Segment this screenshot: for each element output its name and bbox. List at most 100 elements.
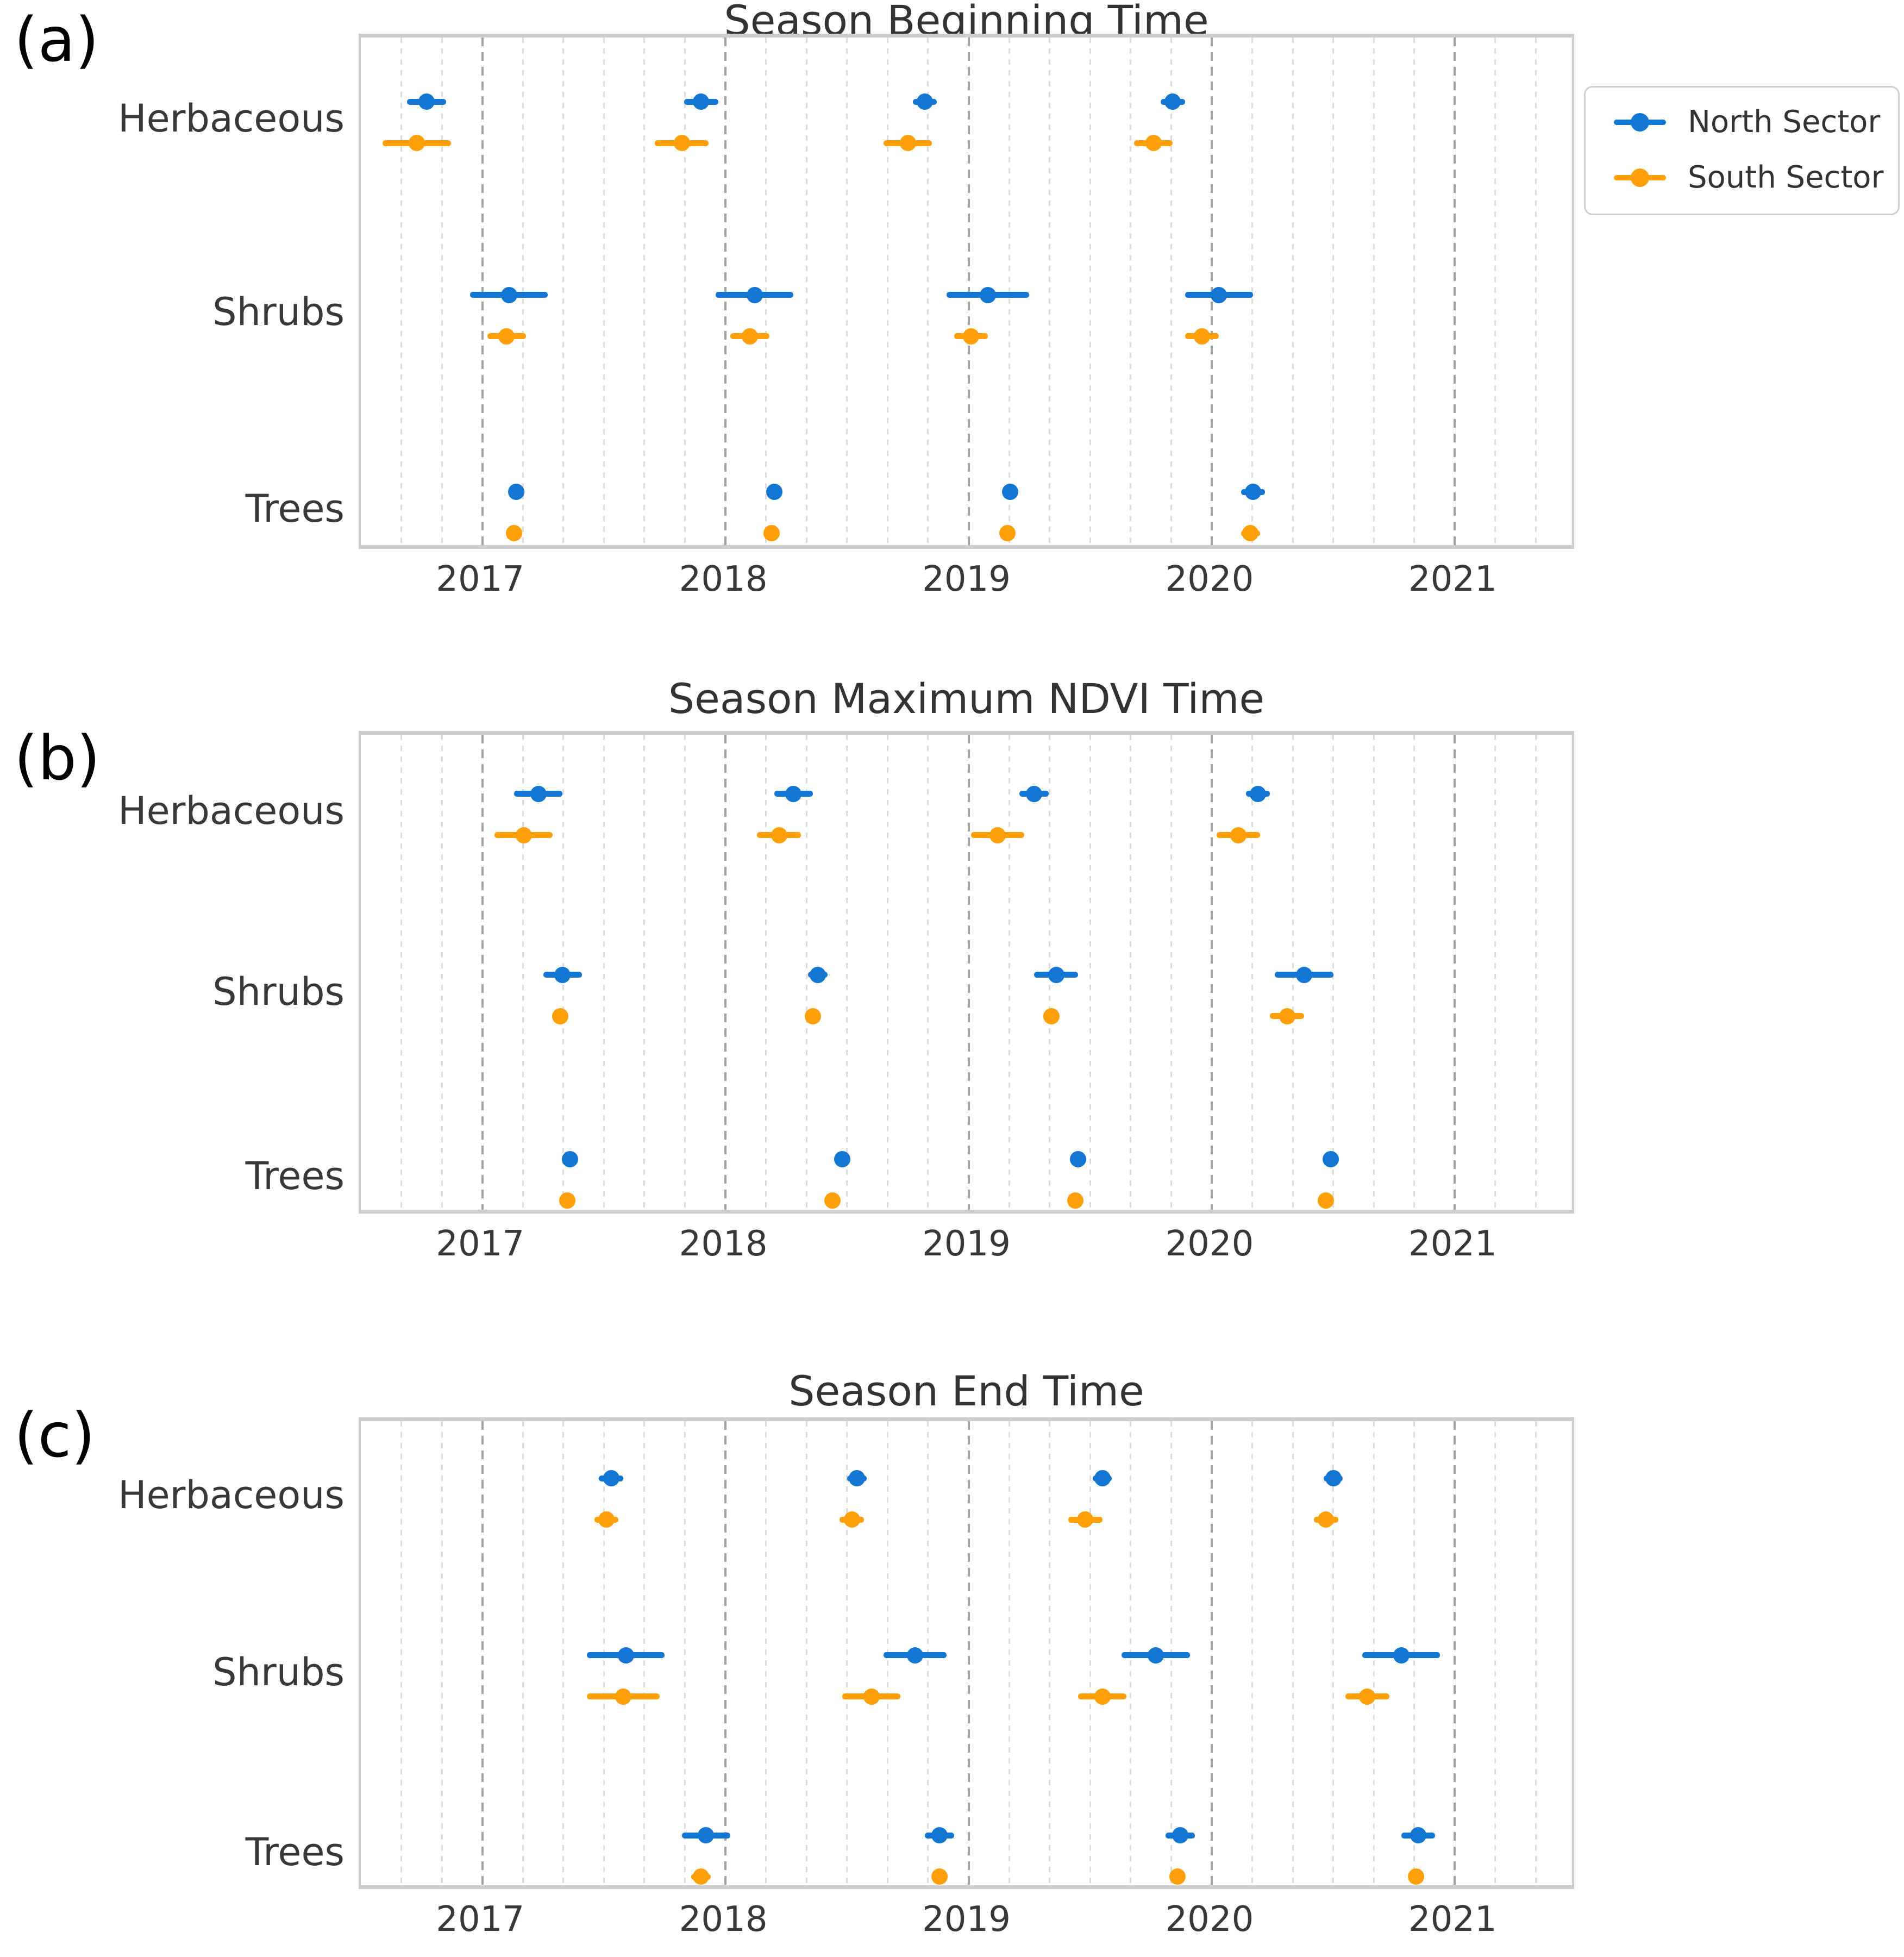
- minor-gridline: [1130, 37, 1132, 545]
- minor-gridline: [1251, 735, 1253, 1210]
- errorbar-marker-icon: [1614, 111, 1666, 133]
- south-marker: [1145, 135, 1162, 152]
- x-tick-label: 2017: [436, 1224, 525, 1264]
- y-category-label: Herbaceous: [117, 788, 345, 833]
- south-marker: [1230, 827, 1247, 843]
- minor-gridline: [927, 37, 929, 545]
- y-category-label: Trees: [245, 1153, 345, 1198]
- minor-gridline: [522, 37, 524, 545]
- north-marker: [1393, 1647, 1410, 1664]
- plot-area: [359, 1417, 1574, 1889]
- north-marker: [1325, 1470, 1342, 1487]
- x-tick-label: 2021: [1408, 559, 1497, 599]
- north-marker: [1001, 484, 1018, 501]
- minor-gridline: [846, 1421, 848, 1885]
- panel-letter-a: (a): [14, 5, 99, 76]
- north-marker: [508, 484, 525, 501]
- legend-entry: South Sector: [1586, 151, 1898, 205]
- minor-gridline: [400, 1421, 403, 1885]
- minor-gridline: [1494, 1421, 1496, 1885]
- minor-gridline: [441, 735, 443, 1210]
- south-marker: [1194, 328, 1210, 345]
- south-marker: [552, 1008, 568, 1024]
- year-gridline: [967, 37, 970, 545]
- year-gridline: [1454, 1421, 1456, 1885]
- south-marker: [408, 135, 425, 152]
- south-marker: [1094, 1688, 1111, 1705]
- minor-gridline: [805, 735, 807, 1210]
- north-marker: [1244, 484, 1261, 501]
- north-marker: [810, 966, 826, 983]
- year-gridline: [967, 735, 970, 1210]
- south-marker: [763, 525, 780, 542]
- minor-gridline: [846, 37, 848, 545]
- north-marker: [554, 966, 571, 983]
- year-gridline: [724, 1421, 727, 1885]
- minor-gridline: [1008, 735, 1010, 1210]
- south-marker: [771, 827, 787, 843]
- plot-area: [359, 731, 1574, 1214]
- x-tick-label: 2017: [436, 1899, 525, 1940]
- marker-dot-icon: [1631, 168, 1649, 187]
- north-marker: [1249, 785, 1266, 802]
- south-marker: [989, 827, 1006, 843]
- minor-gridline: [1049, 37, 1051, 545]
- minor-gridline: [1130, 735, 1132, 1210]
- north-marker: [1172, 1827, 1188, 1844]
- chart-title: Season End Time: [788, 1367, 1144, 1415]
- y-category-label: Herbaceous: [117, 96, 345, 141]
- minor-gridline: [603, 37, 605, 545]
- minor-gridline: [1373, 37, 1375, 545]
- south-marker: [615, 1688, 632, 1705]
- minor-gridline: [1292, 37, 1294, 545]
- minor-gridline: [684, 37, 686, 545]
- north-marker: [746, 286, 763, 303]
- south-marker: [863, 1688, 880, 1705]
- north-marker: [834, 1151, 850, 1167]
- minor-gridline: [441, 37, 443, 545]
- north-marker: [1211, 286, 1227, 303]
- minor-gridline: [1413, 735, 1416, 1210]
- year-gridline: [1210, 1421, 1213, 1885]
- legend-label: South Sector: [1688, 160, 1884, 195]
- x-tick-label: 2017: [436, 559, 525, 599]
- north-marker: [931, 1827, 948, 1844]
- north-marker: [1026, 785, 1043, 802]
- minor-gridline: [522, 735, 524, 1210]
- minor-gridline: [1008, 1421, 1010, 1885]
- south-marker: [899, 135, 916, 152]
- minor-gridline: [886, 735, 888, 1210]
- south-marker: [1043, 1008, 1060, 1024]
- x-tick-label: 2018: [679, 559, 768, 599]
- north-marker: [418, 93, 435, 110]
- minor-gridline: [1494, 735, 1496, 1210]
- legend: North Sector South Sector: [1584, 86, 1900, 215]
- south-marker: [515, 827, 532, 843]
- minor-gridline: [1332, 37, 1335, 545]
- north-marker: [980, 286, 997, 303]
- minor-gridline: [1332, 735, 1335, 1210]
- minor-gridline: [886, 37, 888, 545]
- south-marker: [498, 328, 515, 345]
- north-marker: [617, 1647, 634, 1664]
- year-gridline: [1454, 735, 1456, 1210]
- minor-gridline: [643, 37, 646, 545]
- minor-gridline: [846, 735, 848, 1210]
- minor-gridline: [765, 37, 767, 545]
- x-tick-label: 2020: [1165, 559, 1254, 599]
- legend-entry: North Sector: [1586, 95, 1898, 149]
- north-marker: [693, 93, 710, 110]
- x-tick-label: 2019: [922, 1224, 1011, 1264]
- y-category-label: Shrubs: [212, 289, 345, 334]
- minor-gridline: [522, 1421, 524, 1885]
- y-category-label: Shrubs: [212, 969, 345, 1014]
- minor-gridline: [1089, 735, 1091, 1210]
- x-tick-label: 2018: [679, 1224, 768, 1264]
- year-gridline: [481, 735, 484, 1210]
- chart-title: Season Maximum NDVI Time: [668, 674, 1265, 723]
- south-marker: [1067, 1192, 1084, 1209]
- minor-gridline: [1251, 1421, 1253, 1885]
- north-marker: [1147, 1647, 1164, 1664]
- minor-gridline: [805, 37, 807, 545]
- south-marker: [598, 1511, 615, 1528]
